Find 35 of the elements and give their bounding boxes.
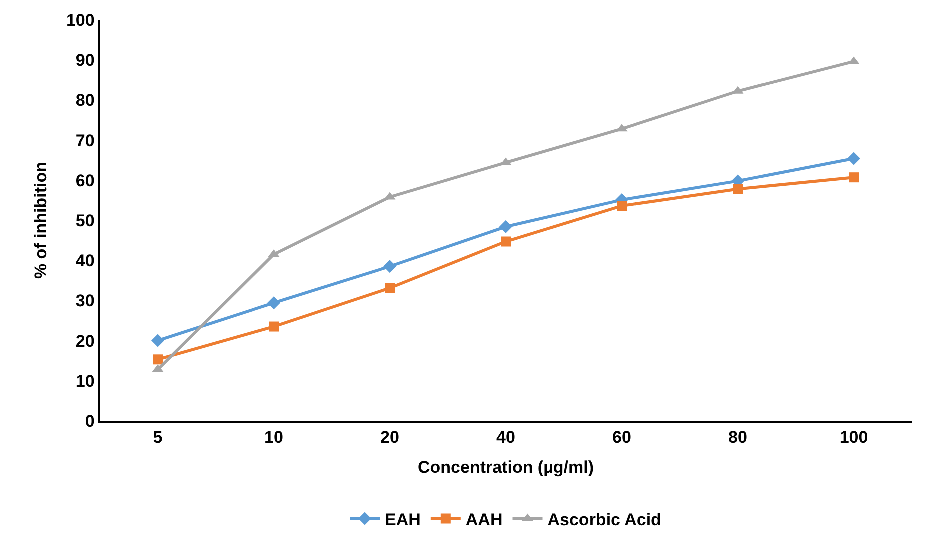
x-tick-label: 10	[264, 428, 284, 448]
point	[500, 220, 512, 234]
x-tick-label: 40	[496, 428, 516, 448]
point	[384, 260, 396, 274]
legend-label: Ascorbic Acid	[548, 510, 662, 530]
point	[153, 354, 163, 365]
y-tick-label: 20	[76, 332, 95, 351]
point	[733, 184, 743, 194]
y-tick-label: 30	[76, 292, 95, 311]
x-tick-label: 20	[380, 428, 400, 448]
y-tick-label: 50	[76, 211, 95, 230]
legend-label: EAH	[385, 510, 421, 530]
y-tick-label: 40	[76, 252, 95, 271]
x-tick-label: 100	[840, 428, 868, 448]
legend-label: AAH	[466, 510, 503, 530]
point	[152, 334, 164, 348]
y-tick-label: 0	[85, 412, 95, 431]
y-tick-label: 90	[76, 51, 95, 70]
y-tick-label: 60	[76, 171, 95, 190]
y-tick-label: 70	[76, 131, 95, 150]
x-tick-label: 60	[612, 428, 632, 448]
point	[849, 172, 859, 183]
x-tick-label: 80	[728, 428, 748, 448]
y-axis-title: % of inhibition	[32, 162, 51, 280]
y-tick-label: 100	[66, 10, 95, 30]
point	[848, 152, 860, 166]
x-tick-label: 5	[153, 428, 163, 448]
y-tick-label: 10	[76, 372, 95, 391]
point	[269, 322, 279, 332]
point	[268, 296, 280, 310]
point	[617, 201, 627, 212]
point	[385, 283, 395, 294]
x-axis-title: Concentration (µg/ml)	[418, 458, 594, 478]
point	[501, 236, 511, 247]
y-tick-label: 80	[76, 91, 95, 110]
